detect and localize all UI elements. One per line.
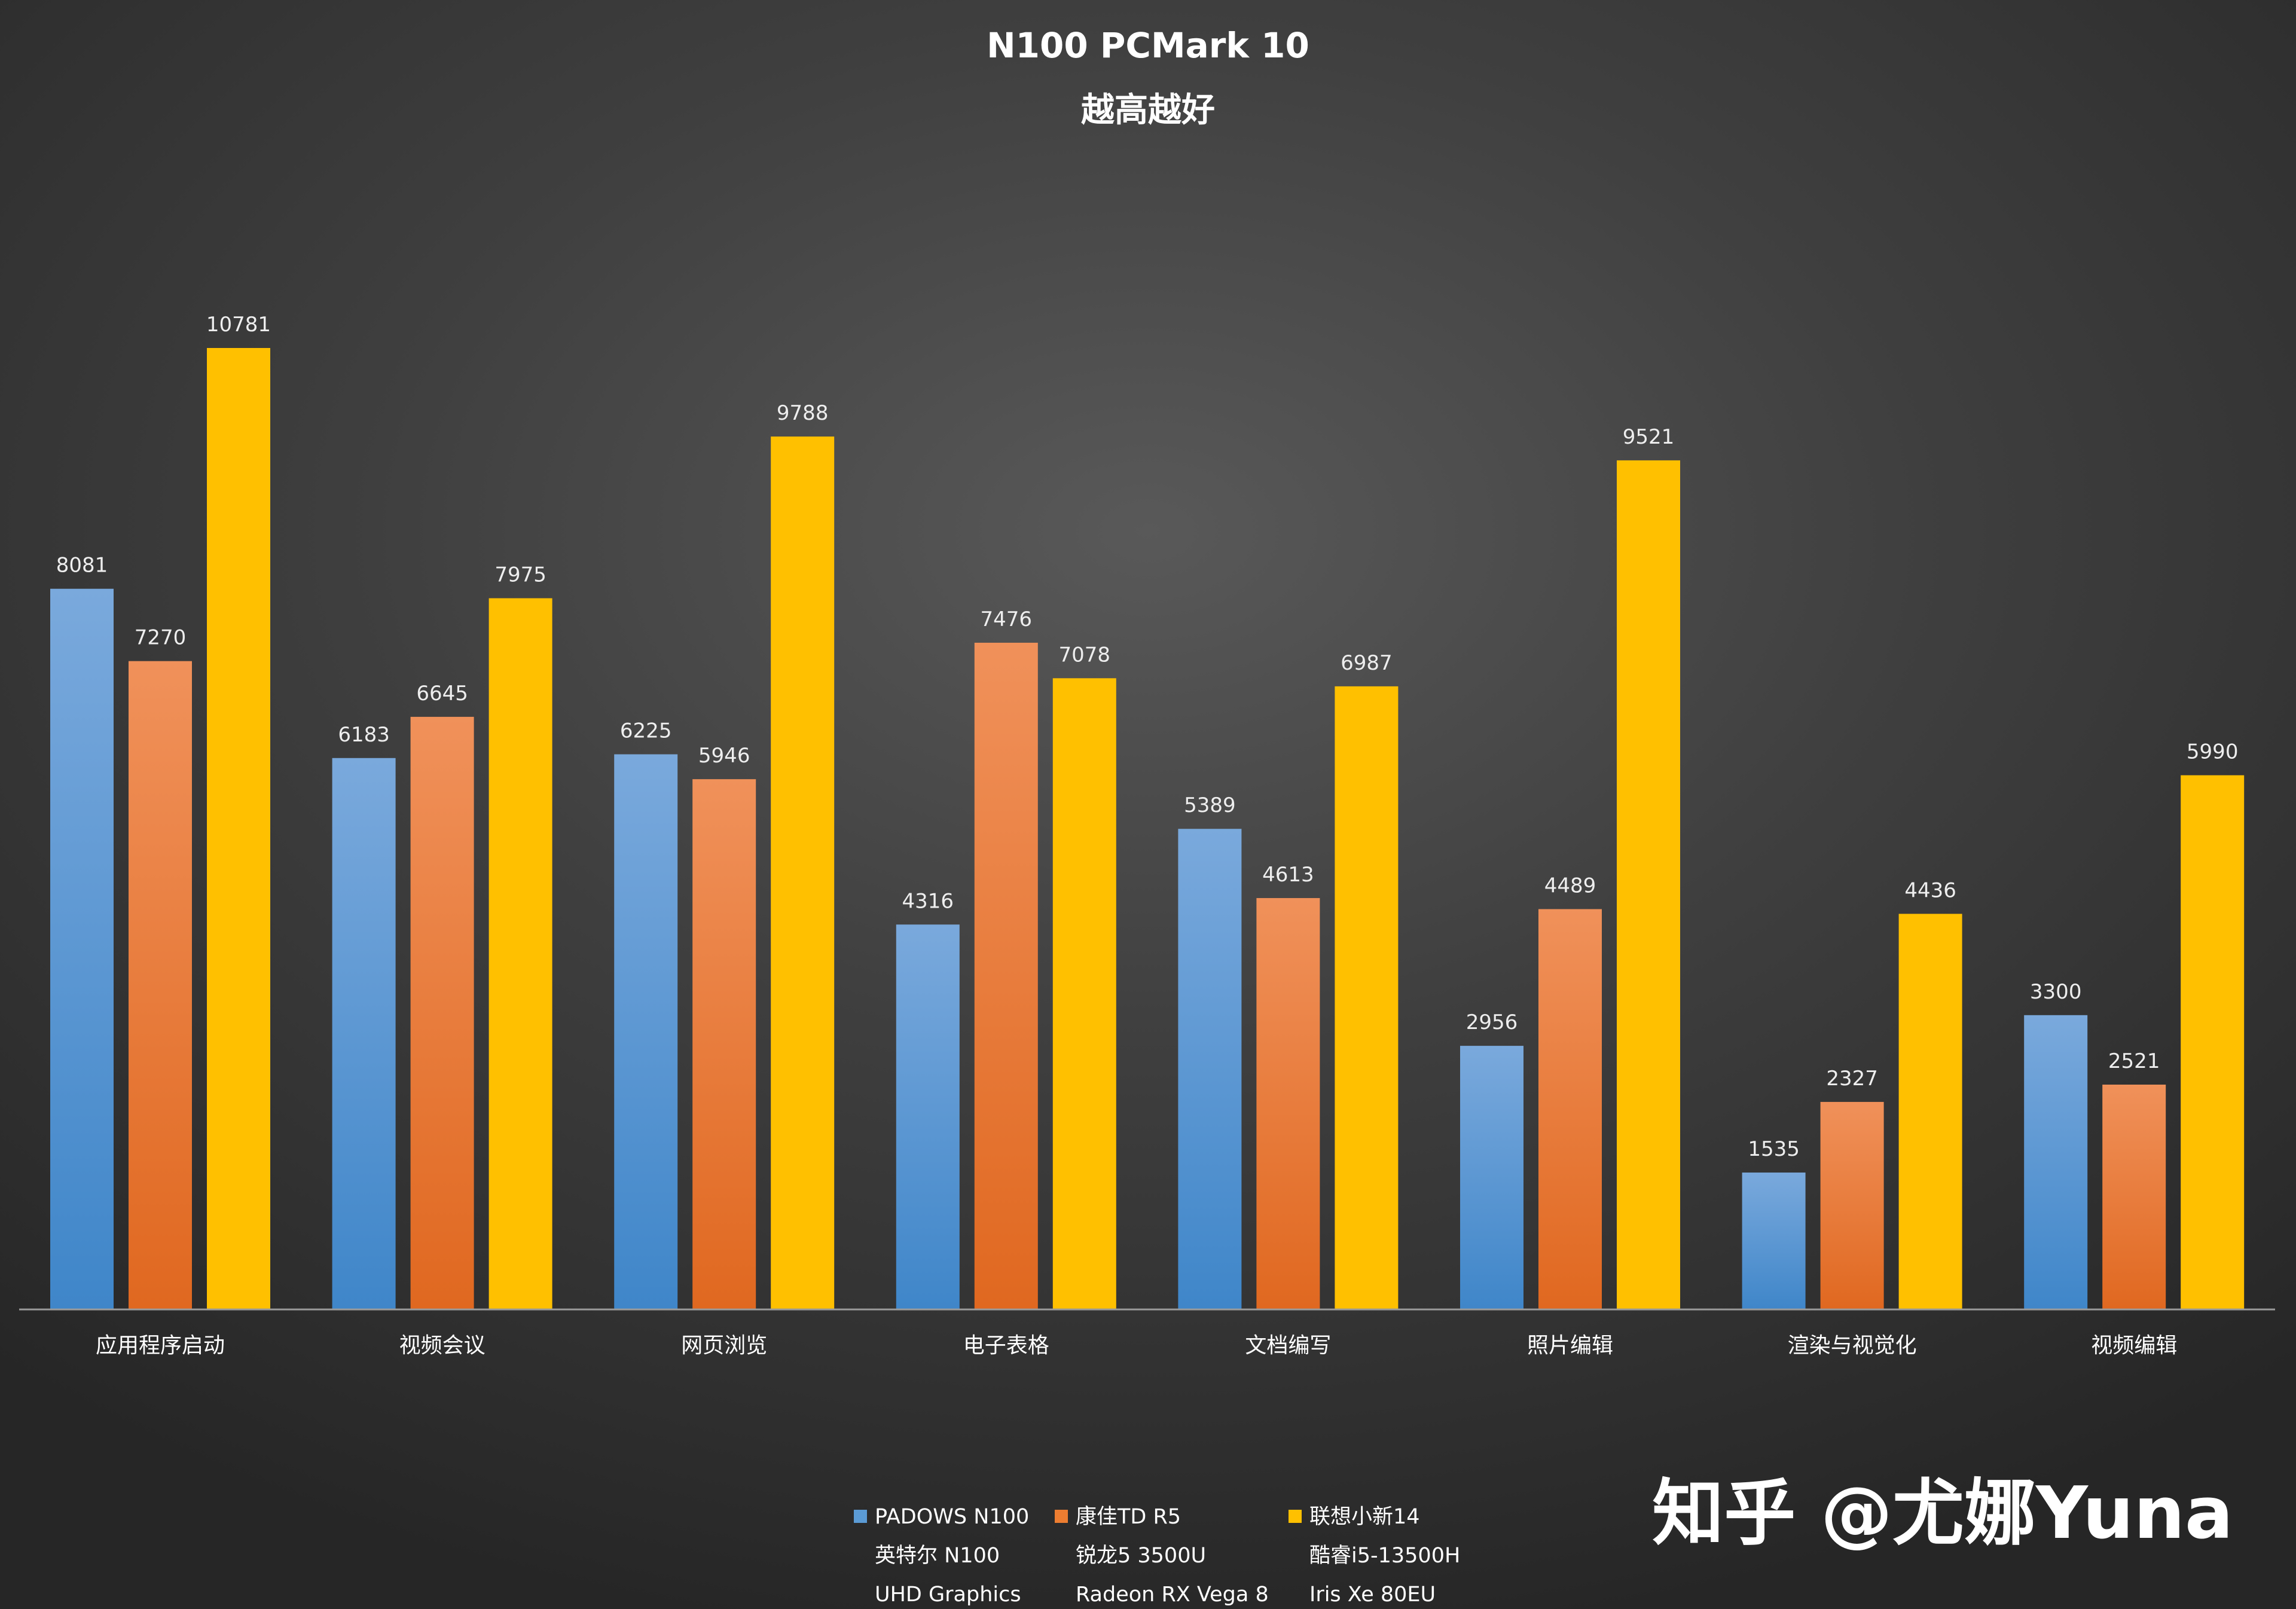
bar-series0-cat6: [1742, 1173, 1806, 1309]
legend-swatch-2: [1289, 1510, 1302, 1523]
value-label-series2-cat1: 7975: [494, 563, 546, 587]
value-label-series1-cat0: 7270: [135, 626, 187, 650]
legend-label-2-line2: Iris Xe 80EU: [1309, 1583, 1436, 1607]
legend-swatch-0: [854, 1510, 867, 1523]
bar-series2-cat5: [1617, 460, 1680, 1309]
legend-label-0-line2: UHD Graphics: [875, 1583, 1021, 1607]
bar-series1-cat6: [1820, 1101, 1884, 1309]
bar-series0-cat4: [1178, 829, 1242, 1309]
bar-series1-cat0: [129, 661, 192, 1309]
value-label-series1-cat6: 2327: [1826, 1067, 1878, 1091]
value-label-series1-cat2: 5946: [698, 744, 750, 768]
category-label-4: 文档编写: [1245, 1333, 1331, 1358]
value-label-series2-cat5: 9521: [1623, 425, 1675, 449]
value-label-series2-cat4: 6987: [1341, 651, 1393, 675]
bar-series0-cat1: [332, 758, 396, 1309]
value-label-series0-cat1: 6183: [338, 723, 390, 747]
bar-series2-cat7: [2181, 775, 2245, 1309]
category-label-7: 视频编辑: [2091, 1333, 2177, 1358]
chart-subtitle: 越高越好: [1081, 91, 1215, 130]
bar-series0-cat2: [614, 754, 678, 1309]
value-label-series2-cat6: 4436: [1904, 878, 1956, 902]
bar-series2-cat6: [1898, 914, 1962, 1309]
legend-label-2-line0: 联想小新14: [1309, 1505, 1420, 1529]
value-label-series0-cat6: 1535: [1748, 1137, 1800, 1161]
bar-series1-cat2: [692, 779, 756, 1309]
bar-series2-cat2: [771, 436, 835, 1310]
value-label-series0-cat2: 6225: [620, 719, 672, 743]
bar-series2-cat3: [1052, 678, 1116, 1309]
category-label-6: 渲染与视觉化: [1788, 1333, 1917, 1358]
bar-series0-cat5: [1460, 1046, 1523, 1309]
bar-series1-cat7: [2102, 1084, 2166, 1309]
category-labels-layer: 应用程序启动 视频会议 网页浏览 电子表格 文档编写 照片编辑 渲染与视觉化 视频编辑: [96, 1333, 2177, 1358]
legend-label-1-line1: 锐龙5 3500U: [1076, 1544, 1206, 1568]
bar-series1-cat5: [1538, 909, 1602, 1309]
legend-swatch-1: [1055, 1510, 1068, 1523]
bar-series1-cat3: [974, 642, 1038, 1309]
value-label-series1-cat5: 4489: [1544, 874, 1596, 897]
value-label-series2-cat7: 5990: [2187, 740, 2239, 764]
value-label-series1-cat4: 4613: [1262, 863, 1314, 887]
category-label-3: 电子表格: [963, 1333, 1049, 1358]
bars-layer: [50, 348, 2245, 1310]
bar-series0-cat7: [2024, 1015, 2088, 1309]
value-label-series2-cat0: 10781: [206, 313, 271, 337]
value-label-series0-cat7: 3300: [2030, 980, 2082, 1004]
legend-label-1-line2: Radeon RX Vega 8: [1076, 1583, 1269, 1607]
category-label-0: 应用程序启动: [96, 1333, 225, 1358]
bar-series0-cat3: [896, 924, 960, 1309]
category-label-2: 网页浏览: [681, 1333, 767, 1358]
value-label-series2-cat2: 9788: [777, 401, 829, 425]
legend-label-2-line1: 酷睿i5-13500H: [1309, 1544, 1460, 1568]
value-label-series1-cat7: 2521: [2108, 1049, 2160, 1073]
legend-label-1-line0: 康佳TD R5: [1076, 1505, 1181, 1529]
chart-title: N100 PCMark 10: [987, 25, 1309, 66]
legend-label-0-line0: PADOWS N100: [875, 1505, 1029, 1529]
value-label-series0-cat3: 4316: [902, 889, 954, 913]
bar-series1-cat1: [410, 716, 474, 1309]
category-label-1: 视频会议: [399, 1333, 486, 1358]
bar-series2-cat1: [488, 598, 552, 1309]
value-label-series2-cat3: 7078: [1059, 643, 1111, 667]
value-label-series1-cat1: 6645: [416, 682, 468, 706]
bar-series2-cat0: [207, 348, 270, 1309]
watermark-text: 知乎 @尤娜Yuna: [1652, 1472, 2233, 1555]
value-label-series0-cat0: 8081: [56, 554, 108, 578]
value-label-series0-cat4: 5389: [1184, 793, 1236, 817]
legend-label-0-line1: 英特尔 N100: [875, 1544, 1000, 1568]
category-label-5: 照片编辑: [1527, 1333, 1613, 1358]
bar-series2-cat4: [1335, 686, 1399, 1309]
value-labels-layer: 8081 7270 10781 6183 6645 7975 6225 5946 9788 431…: [56, 313, 2239, 1161]
legend: PADOWS N100 英特尔 N100 UHD Graphics 康佳TD R5 锐龙…: [854, 1505, 1460, 1607]
bar-series0-cat0: [50, 588, 114, 1309]
value-label-series1-cat3: 7476: [981, 607, 1033, 631]
bar-series1-cat4: [1256, 897, 1320, 1309]
value-label-series0-cat5: 2956: [1466, 1010, 1518, 1034]
